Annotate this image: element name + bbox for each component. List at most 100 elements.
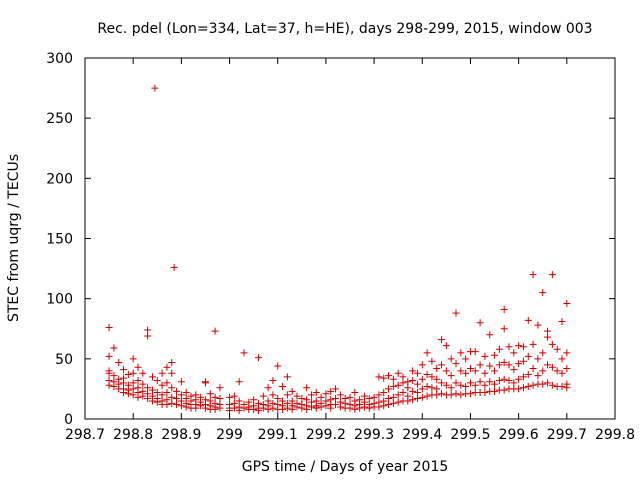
data-point [173, 387, 181, 395]
data-point [226, 393, 234, 401]
data-points [105, 84, 571, 415]
y-tick-label: 0 [64, 412, 73, 428]
data-point [433, 391, 441, 399]
data-point [259, 404, 267, 412]
x-tick-label: 299.4 [402, 427, 442, 443]
data-point [539, 380, 547, 388]
data-point [240, 404, 248, 412]
data-point [519, 373, 527, 381]
data-point [519, 357, 527, 365]
data-point [134, 393, 142, 401]
data-point [168, 384, 176, 392]
data-point [433, 375, 441, 383]
data-point [173, 401, 181, 409]
data-point [539, 367, 547, 375]
data-point [447, 384, 455, 392]
data-point [163, 401, 171, 409]
data-point [495, 345, 503, 353]
data-point [495, 376, 503, 384]
data-point [413, 369, 421, 377]
data-point [182, 403, 190, 411]
data-point [163, 379, 171, 387]
y-tick-label: 50 [55, 352, 73, 368]
data-point [409, 387, 417, 395]
data-point [500, 386, 508, 394]
data-point [563, 299, 571, 307]
data-point [476, 319, 484, 327]
y-tick-label: 150 [46, 232, 73, 248]
data-point [317, 393, 325, 401]
data-point [370, 393, 378, 401]
data-point [230, 404, 238, 412]
data-point [389, 399, 397, 407]
data-point [129, 385, 137, 393]
data-point [423, 383, 431, 391]
data-point [168, 358, 176, 366]
data-point [438, 390, 446, 398]
y-tick-label: 100 [46, 292, 73, 308]
data-point [515, 385, 523, 393]
data-point [230, 392, 238, 400]
x-tick-label: 299.2 [306, 427, 346, 443]
data-point [413, 389, 421, 397]
data-point [558, 383, 566, 391]
data-point [279, 405, 287, 413]
data-point [351, 389, 359, 397]
data-point [409, 376, 417, 384]
data-point [394, 381, 402, 389]
y-axis: 0 50 100 150 200 250 300 [46, 51, 615, 428]
data-point [163, 363, 171, 371]
data-point [163, 389, 171, 397]
data-point [110, 372, 118, 380]
data-point [500, 375, 508, 383]
data-point [404, 384, 412, 392]
data-point [250, 405, 258, 413]
data-point [442, 381, 450, 389]
data-point [563, 349, 571, 357]
data-point [452, 390, 460, 398]
data-point [394, 391, 402, 399]
data-point [144, 332, 152, 340]
data-point [197, 402, 205, 410]
data-point [418, 393, 426, 401]
data-point [139, 380, 147, 388]
data-point [105, 369, 113, 377]
data-point [332, 395, 340, 403]
data-point [457, 381, 465, 389]
data-point [259, 392, 267, 400]
data-point [481, 389, 489, 397]
data-point [500, 325, 508, 333]
data-point [558, 355, 566, 363]
data-point [380, 389, 388, 397]
data-point [283, 404, 291, 412]
data-point [177, 391, 185, 399]
data-point [360, 392, 368, 400]
data-point [298, 395, 306, 403]
data-point [288, 405, 296, 413]
x-axis: 298.7 298.8 298.9 299 299.1 299.2 299.3 299.4 29… [65, 58, 635, 443]
data-point [505, 361, 513, 369]
data-point [298, 404, 306, 412]
data-point [548, 340, 556, 348]
data-point [471, 348, 479, 356]
data-point [491, 380, 499, 388]
data-point [428, 384, 436, 392]
data-point [173, 395, 181, 403]
data-point [346, 404, 354, 412]
data-point [385, 385, 393, 393]
data-point [216, 395, 224, 403]
data-point [558, 318, 566, 326]
data-point [544, 361, 552, 369]
data-point [481, 369, 489, 377]
data-point [327, 387, 335, 395]
data-point [399, 373, 407, 381]
data-point [375, 403, 383, 411]
data-point [423, 370, 431, 378]
data-point [438, 361, 446, 369]
data-point [495, 361, 503, 369]
data-point [476, 361, 484, 369]
data-point [380, 374, 388, 382]
data-point [206, 390, 214, 398]
data-point [124, 370, 132, 378]
data-point [250, 396, 258, 404]
